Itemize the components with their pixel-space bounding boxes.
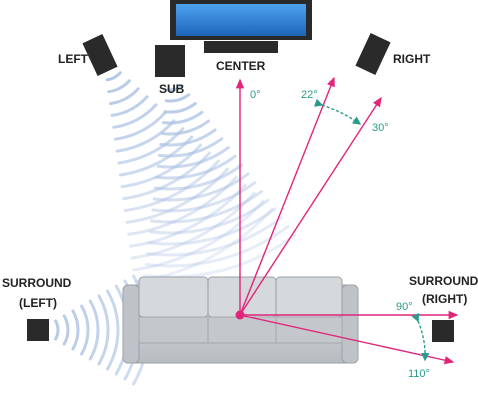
angle-label-22: 22°	[301, 89, 318, 101]
tv-screen	[170, 0, 312, 53]
sound-waves	[54, 71, 297, 386]
sound-wave-arc	[155, 154, 237, 180]
sound-wave-arc	[162, 110, 204, 125]
sound-wave-arc	[154, 163, 244, 191]
sound-wave-arc	[115, 119, 176, 153]
label-sub: SUB	[159, 82, 185, 96]
sound-wave-arc	[160, 119, 210, 136]
sound-wave-arc	[105, 71, 122, 82]
sound-wave-arc	[54, 319, 60, 341]
label-right: RIGHT	[393, 52, 431, 66]
label-surround-left-2: (LEFT)	[19, 296, 57, 310]
listener-dot	[235, 310, 245, 320]
label-surround-right-1: SURROUND	[409, 274, 478, 288]
sub-speaker-icon	[155, 45, 185, 77]
sound-wave-arc	[150, 189, 263, 224]
angle-label-90: 90°	[396, 301, 413, 313]
sound-wave-arc	[130, 191, 256, 260]
label-left: LEFT	[58, 52, 89, 66]
angle-arc-top	[314, 98, 362, 125]
sound-wave-arc	[88, 299, 100, 361]
angle-label-30: 30°	[372, 122, 389, 134]
sound-wave-arc	[71, 309, 80, 351]
sound-wave-arc	[146, 216, 283, 257]
sound-wave-arc	[107, 79, 131, 94]
sound-wave-arc	[106, 289, 120, 371]
sound-wave-arc	[112, 103, 158, 129]
ray-30	[239, 96, 382, 316]
surround-right-speaker-icon	[432, 320, 454, 342]
sound-wave-arc	[151, 181, 257, 213]
sound-wave-arc	[156, 146, 230, 169]
sound-wave-arc	[110, 95, 149, 117]
sound-wave-arc	[158, 137, 224, 158]
label-surround-left-1: SURROUND	[2, 276, 72, 290]
sound-wave-arc	[159, 128, 217, 147]
sound-wave-arc	[148, 198, 270, 235]
left-speaker-icon	[82, 34, 118, 76]
sound-wave-arc	[113, 111, 167, 141]
right-speaker-icon	[355, 33, 391, 75]
sound-wave-arc	[62, 314, 70, 346]
sofa	[122, 276, 359, 364]
sound-wave-arc	[163, 102, 197, 114]
sound-wave-arc	[80, 304, 90, 356]
sound-wave-arc	[128, 183, 247, 248]
sound-wave-arc	[132, 199, 265, 272]
surround-left-speaker-icon	[27, 319, 49, 341]
sound-wave-arc	[147, 207, 277, 246]
angle-label-110: 110°	[408, 368, 430, 380]
angle-arc-bottom	[411, 312, 430, 362]
sound-wave-arc	[144, 225, 290, 268]
angle-label-0: 0°	[250, 89, 261, 101]
sound-wave-arc	[97, 294, 110, 366]
sound-wave-arc	[166, 84, 184, 92]
label-center: CENTER	[216, 59, 266, 73]
sound-wave-arc	[108, 87, 140, 106]
label-surround-right-2: (RIGHT)	[422, 292, 467, 306]
sound-wave-arc	[164, 93, 191, 103]
